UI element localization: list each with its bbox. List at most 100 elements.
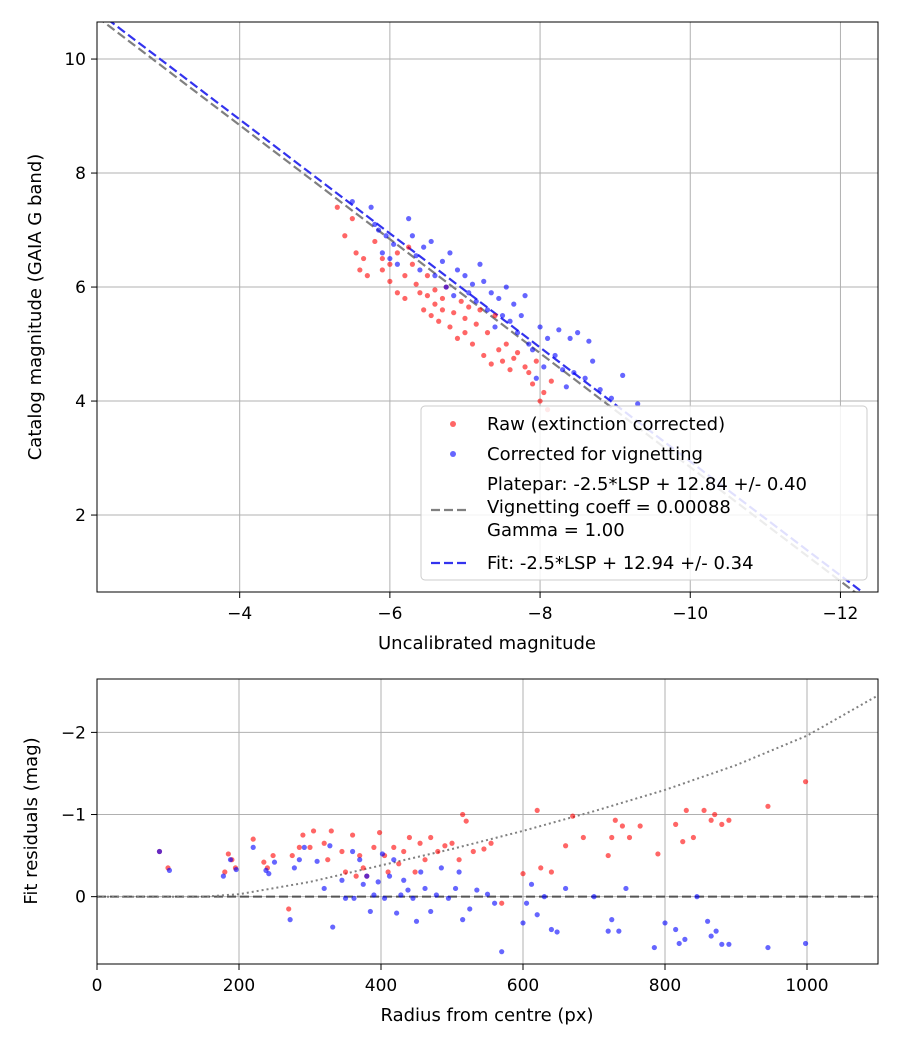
point-raw-extinction-corrected [342,233,348,239]
point-raw [222,869,228,875]
point-corrected [484,891,491,897]
point-corrected [609,917,615,923]
point-corrected-for-vignetting [383,233,389,239]
point-raw [376,829,383,836]
point-corrected [287,917,293,923]
point-corrected-for-vignetting [514,330,521,336]
point-corrected [271,859,278,865]
point-corrected [327,843,333,849]
legend-label: Raw (extinction corrected) [487,414,725,435]
point-corrected [492,900,498,906]
point-corrected [360,881,366,887]
point-raw-extinction-corrected [503,341,509,347]
point-raw [307,844,313,850]
point-corrected-for-vignetting [447,250,453,256]
point-raw-extinction-corrected [496,347,502,353]
x-tick-label: 600 [507,976,539,996]
point-raw [460,811,466,818]
point-raw [765,803,771,809]
point-corrected [266,871,272,877]
y-tick-label: 6 [75,278,86,298]
point-raw [609,834,615,841]
point-raw [612,817,618,823]
fit-line-fit [109,22,865,592]
point-raw [456,857,462,863]
point-corrected [330,924,336,930]
point-corrected-for-vignetting [454,267,461,273]
point-raw-extinction-corrected [477,307,483,313]
point-raw [701,807,707,814]
point-corrected [296,857,302,863]
point-raw-extinction-corrected [522,364,528,370]
point-corrected-for-vignetting [563,384,569,390]
bottom-chart-ylabel: Fit residuals (mag) [21,737,42,904]
point-raw-extinction-corrected [364,273,370,279]
point-corrected-for-vignetting [620,372,626,378]
point-corrected-for-vignetting [499,312,506,319]
point-raw-extinction-corrected [447,324,453,330]
point-raw-extinction-corrected [394,250,400,256]
point-corrected-for-vignetting [406,216,412,222]
point-corrected [371,892,377,898]
legend-label: Fit: -2.5*LSP + 12.94 +/- 0.34 [487,553,754,574]
point-raw-extinction-corrected [417,290,423,296]
point-raw [580,834,586,841]
top-chart-ylabel: Catalog magnitude (GAIA G band) [25,154,46,461]
point-raw [563,843,569,849]
point-corrected-for-vignetting [496,295,502,302]
point-corrected-for-vignetting [477,261,483,267]
point-raw [719,821,725,827]
point-raw [401,848,407,855]
point-raw-extinction-corrected [541,389,547,396]
point-corrected-for-vignetting [466,290,472,296]
point-raw-extinction-corrected [533,358,539,364]
point-raw [296,844,302,850]
point-corrected [381,895,388,901]
point-raw [371,844,377,850]
point-raw-extinction-corrected [481,352,487,359]
point-raw [396,861,402,867]
point-corrected [563,885,569,892]
point-raw [417,840,423,846]
bottom-chart-grid [96,679,878,964]
point-raw-extinction-corrected [372,238,378,245]
point-corrected [350,848,356,855]
top-chart-fit-lines [101,22,865,592]
point-corrected-for-vignetting [552,352,558,359]
point-corrected [391,857,397,863]
point-raw-extinction-corrected [353,250,359,256]
point-corrected-for-vignetting [575,330,581,336]
point-raw [463,818,469,824]
point-corrected-for-vignetting [635,401,641,407]
point-corrected-for-vignetting [368,204,374,210]
point-raw-extinction-corrected [402,295,408,302]
x-tick-label: −8 [528,604,553,624]
point-corrected [156,848,163,855]
point-raw [708,817,714,823]
point-raw-extinction-corrected [548,378,554,384]
point-corrected [445,895,452,901]
point-corrected [401,877,407,883]
point-corrected [719,941,725,947]
point-corrected [357,857,363,863]
point-raw-extinction-corrected [402,273,408,279]
bottom-chart-lines [97,694,878,898]
point-raw [328,828,334,834]
bottom-chart-points [156,779,809,955]
point-raw-extinction-corrected [462,315,468,321]
legend-label: Platepar: -2.5*LSP + 12.84 +/- 0.40 [487,474,807,495]
point-raw [422,857,428,863]
point-raw [428,834,434,841]
point-corrected [398,892,404,898]
x-tick-label: −4 [227,604,252,624]
point-corrected [676,940,682,947]
point-raw-extinction-corrected [349,216,355,222]
point-raw-extinction-corrected [432,301,438,307]
point-corrected-for-vignetting [559,367,566,373]
point-raw-extinction-corrected [387,278,393,284]
point-corrected [708,933,714,939]
point-raw-extinction-corrected [454,335,461,341]
point-raw [655,851,661,857]
x-tick-label: −12 [823,604,859,624]
point-raw-extinction-corrected [537,398,543,404]
